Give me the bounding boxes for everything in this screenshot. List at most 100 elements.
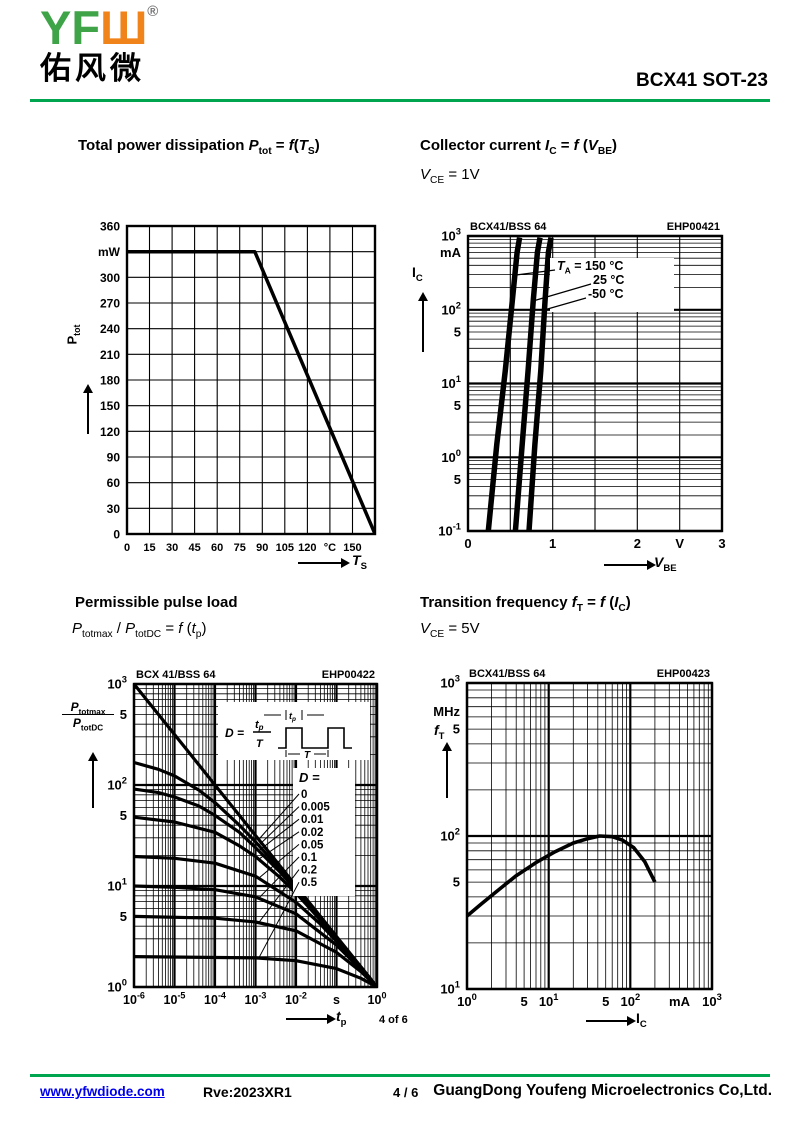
svg-text:360: 360 [100,220,120,234]
series-Ptot [127,249,376,535]
annotation-25c: 25 °C [593,273,625,287]
grid [126,225,376,535]
svg-text:T: T [256,738,264,750]
svg-text:5: 5 [602,994,609,1009]
svg-text:0: 0 [124,542,130,554]
svg-text:30: 30 [166,542,178,554]
chart2-title: Collector current IC = f (VBE) [420,137,618,157]
annotation-minus-50c: -50 °C [588,287,624,301]
legend-leader-line [258,869,300,924]
chart3-x-axis-label: tp [336,1008,347,1028]
chart1-x-axis-arrow-icon [298,558,350,568]
svg-text:BCX41/BSS 64: BCX41/BSS 64 [469,668,546,680]
svg-text:10-5: 10-5 [164,990,186,1007]
svg-text:0: 0 [464,536,471,551]
svg-text:210: 210 [100,348,120,362]
chart4-y-axis-arrow-icon [442,742,452,798]
svg-text:tp: tp [255,719,264,732]
chart3-y-axis-label: Ptotmax PtotDC [62,700,114,732]
svg-text:V: V [675,536,684,551]
annotation-leader-line [532,283,592,302]
svg-text:BCX 41/BSS 64: BCX 41/BSS 64 [136,669,216,681]
svg-text:tp: tp [289,711,296,723]
svg-text:mA: mA [669,994,691,1009]
grid [465,681,714,991]
legend-leader-line [258,806,300,846]
svg-text:101: 101 [539,992,559,1009]
svg-text:5: 5 [453,722,460,737]
svg-text:D =: D = [225,726,244,740]
svg-text:5: 5 [453,875,460,890]
svg-text:0.05: 0.05 [301,839,324,851]
legend-leader-line [258,818,300,852]
svg-text:75: 75 [234,542,246,554]
chart2-y-axis-arrow-icon [418,292,428,352]
series-0.05 [133,854,378,988]
pulse-waveform [278,727,352,749]
svg-text:5: 5 [454,398,461,413]
registered-trademark-icon: ® [147,3,159,20]
svg-text:60: 60 [107,476,121,490]
revision-text: Rve:2023XR1 [203,1084,292,1100]
svg-text:102: 102 [440,827,460,844]
chart3-subtitle: Ptotmax / PtotDC = f (tp) [72,620,207,640]
logo-text-green: YF [40,1,101,54]
svg-text:45: 45 [189,542,201,554]
curves [485,237,554,532]
logo-wordmark: YFШ® [40,4,158,52]
svg-text:1: 1 [549,536,556,551]
svg-text:60: 60 [211,542,223,554]
transition-frequency-chart: 100 5 101 5 102 mA 103 103 MHz 5 102 5 101 BCX41/BSS … [433,668,722,1009]
svg-text:101: 101 [440,980,460,997]
svg-text:100: 100 [441,448,461,465]
chart4-title: Transition frequency fT = f (IC) [420,594,631,614]
svg-text:15: 15 [143,542,155,554]
svg-text:180: 180 [100,374,120,388]
svg-text:5: 5 [120,808,127,823]
svg-text:5: 5 [120,909,127,924]
svg-text:30: 30 [107,502,121,516]
svg-text:150: 150 [100,399,120,413]
legend-leader-line [258,881,300,959]
svg-text:5: 5 [454,472,461,487]
svg-text:120: 120 [298,542,316,554]
svg-text:0.01: 0.01 [301,814,324,826]
svg-text:102: 102 [620,992,640,1009]
page-indicator: 4 / 6 [393,1085,419,1100]
annotation-ta-150c: TA = 150 °C [557,259,624,276]
chart3-title: Permissible pulse load [75,594,238,611]
series-TA = 150 °C [485,237,523,532]
svg-text:103: 103 [441,227,461,244]
series-fT [466,834,657,918]
chart2-x-axis-label: VBE [654,554,677,574]
svg-text:100: 100 [457,992,477,1009]
svg-text:10-1: 10-1 [438,522,461,539]
curves [466,834,657,918]
website-link[interactable]: www.yfwdiode.com [40,1084,165,1099]
svg-text:270: 270 [100,297,120,311]
chart2-y-axis-label: IC [412,264,423,284]
logo-text-orange: Ш [100,1,148,54]
svg-text:mW: mW [98,245,121,259]
svg-text:10-4: 10-4 [204,990,226,1007]
svg-text:EHP00422: EHP00422 [322,669,375,681]
chart1-y-axis-arrow-icon [83,384,93,434]
page-marker: 4 of 6 [379,1014,408,1026]
chart2-subtitle: VCE = 1V [420,166,480,186]
curves [133,683,378,988]
svg-text:101: 101 [441,374,461,391]
series--50 °C [526,237,554,532]
svg-text:MHz: MHz [433,704,460,719]
header-divider [30,99,770,102]
company-name: GuangDong Youfeng Microelectronics Co,Lt… [433,1082,772,1099]
svg-text:0.005: 0.005 [301,802,330,814]
svg-text:105: 105 [276,542,294,554]
series-0.1 [133,884,378,988]
legend-backdrop [293,768,355,896]
series-0.5 [133,955,378,988]
svg-text:0: 0 [301,789,307,801]
chart1-x-axis-label: TS [352,552,367,572]
